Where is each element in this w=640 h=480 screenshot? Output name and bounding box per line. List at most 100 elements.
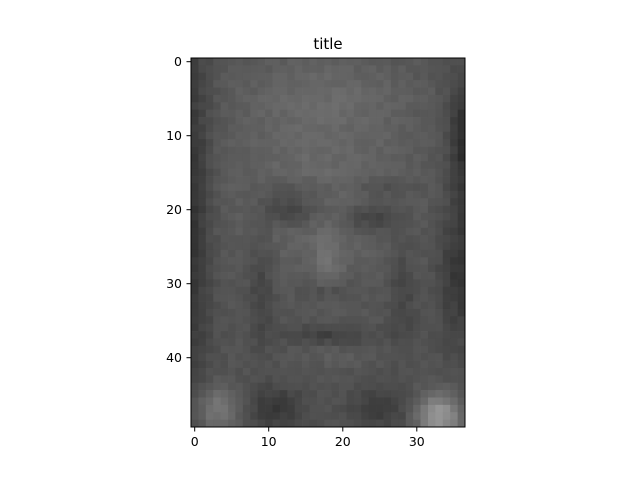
image-pixel [309,272,318,280]
image-pixel [220,257,229,265]
image-pixel [191,205,199,214]
image-pixel [368,345,377,354]
image-pixel [191,390,199,398]
image-pixel [205,65,214,74]
image-pixel [220,72,229,81]
image-pixel [413,338,421,347]
image-pixel [228,131,236,140]
image-pixel [265,294,273,302]
image-pixel [309,404,318,413]
image-pixel [228,323,236,332]
image-pixel [272,353,281,361]
image-pixel [450,227,458,236]
image-pixel [213,205,221,214]
image-pixel [383,397,392,406]
image-pixel [420,272,429,280]
image-pixel [191,72,199,81]
image-pixel [316,345,325,354]
image-pixel [302,316,310,325]
image-pixel [191,338,199,347]
image-pixel [383,375,392,384]
image-pixel [427,153,436,162]
y-tick-label: 0 [174,54,182,69]
image-pixel [228,316,236,325]
image-pixel [413,146,421,155]
image-pixel [413,131,421,140]
image-pixel [242,286,251,295]
image-pixel [228,227,236,236]
image-pixel [316,286,325,295]
image-pixel [361,242,370,251]
image-pixel [287,345,296,354]
image-pixel [383,205,392,214]
image-pixel [220,146,229,155]
image-pixel [191,227,199,236]
image-pixel [339,419,347,428]
image-pixel [287,227,296,236]
image-pixel [346,338,355,347]
image-pixel [205,198,214,206]
image-pixel [368,183,377,192]
image-pixel [368,102,377,111]
image-pixel [405,338,414,347]
image-pixel [398,58,407,66]
image-pixel [198,272,207,280]
image-pixel [353,360,362,369]
image-pixel [316,94,325,103]
image-pixel [316,272,325,280]
image-pixel [435,272,444,280]
image-pixel [294,338,303,347]
image-pixel [390,382,399,391]
image-pixel [294,58,303,66]
image-pixel [213,272,221,280]
image-pixel [413,308,421,317]
image-pixel [405,80,414,88]
image-pixel [420,227,429,236]
image-pixel [427,301,436,310]
image-pixel [242,249,251,258]
image-pixel [228,397,236,406]
image-pixel [257,235,266,243]
image-pixel [242,220,251,229]
image-pixel [235,205,244,214]
image-pixel [220,272,229,280]
y-tick: 30 [166,276,191,291]
image-pixel [346,404,355,413]
image-pixel [450,264,458,273]
image-pixel [435,65,444,74]
image-pixel [220,249,229,258]
image-pixel [450,390,458,398]
image-pixel [287,153,296,162]
image-pixel [353,272,362,280]
image-pixel [376,80,384,88]
image-pixel [287,294,296,302]
image-pixel [265,375,273,384]
image-pixel [331,353,340,361]
image-pixel [398,227,407,236]
image-pixel [220,176,229,184]
image-pixel [457,161,466,170]
image-pixel [361,183,370,192]
image-pixel [279,382,288,391]
image-pixel [316,301,325,310]
image-pixel [302,94,310,103]
image-pixel [213,412,221,420]
image-pixel [420,242,429,251]
image-pixel [413,212,421,221]
image-pixel [265,390,273,398]
image-pixel [302,168,310,177]
image-pixel [339,279,347,288]
image-pixel [346,331,355,339]
image-pixel [324,316,333,325]
image-pixel [213,58,221,66]
image-pixel [324,242,333,251]
image-pixel [442,102,451,111]
image-pixel [361,257,370,265]
image-pixel [250,360,258,369]
image-pixel [427,331,436,339]
image-pixel [279,286,288,295]
image-pixel [413,397,421,406]
image-pixel [331,212,340,221]
image-pixel [450,72,458,81]
image-pixel [257,131,266,140]
